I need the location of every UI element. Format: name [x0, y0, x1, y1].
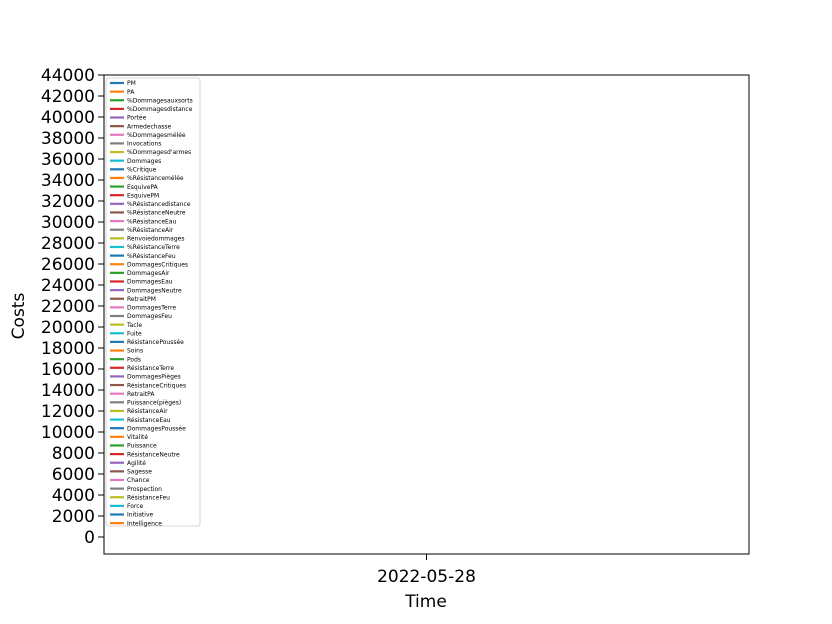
y-tick-label: 40000 — [41, 108, 95, 128]
legend-entry: RésistanceNeutre — [127, 451, 180, 458]
y-tick-label: 8000 — [52, 444, 95, 464]
legend-entry: Intelligence — [127, 520, 162, 527]
legend-box — [105, 77, 201, 527]
y-tick-label: 4000 — [52, 486, 95, 506]
y-tick-label: 36000 — [41, 150, 95, 170]
legend-entry: Agilité — [127, 460, 146, 467]
legend-entry: %Dommagesauxsorts — [127, 97, 193, 104]
legend-entry: Force — [127, 503, 144, 510]
y-tick-label: 42000 — [41, 87, 95, 107]
y-tick-label: 14000 — [41, 381, 95, 401]
y-axis-ticks: 0200040006000800010000120001400016000180… — [41, 66, 104, 548]
legend-entry: Prospection — [127, 486, 162, 493]
y-tick-label: 38000 — [41, 129, 95, 149]
legend-entry: DommagesCritiques — [127, 261, 188, 268]
y-tick-label: 26000 — [41, 255, 95, 275]
y-tick-label: 24000 — [41, 276, 95, 296]
y-tick-label: 44000 — [41, 66, 95, 86]
legend-entry: RésistanceFeu — [127, 494, 170, 501]
legend-entry: Soins — [127, 348, 143, 355]
legend-entry: DommagesNeutre — [127, 287, 182, 294]
y-tick-label: 22000 — [41, 297, 95, 317]
legend-entry: RetraitPA — [127, 391, 155, 398]
legend-entry: PM — [127, 80, 136, 87]
legend-entry: %RésistanceFeu — [127, 253, 176, 260]
y-axis-label: Costs — [9, 293, 29, 340]
y-tick-label: 6000 — [52, 465, 95, 485]
plot-background — [104, 75, 749, 554]
y-tick-label: 30000 — [41, 213, 95, 233]
legend-entry: EsquivePA — [127, 184, 159, 191]
x-axis-ticks: 2022-05-28 — [377, 554, 476, 587]
legend-entry: Fuite — [127, 330, 142, 337]
y-tick-label: 2000 — [52, 507, 95, 527]
legend-entry: Sagesse — [127, 469, 152, 476]
legend-entry: %RésistanceTerre — [127, 244, 180, 251]
legend: PM PA%Dommagesauxsorts %Dommagesdistance Po… — [105, 77, 201, 527]
legend-entry: Armedechasse — [127, 123, 172, 130]
legend-entry: %Résistancedistance — [127, 201, 191, 208]
legend-entry: Initiative — [127, 512, 154, 519]
legend-entry: %Dommagesd'armes — [127, 149, 191, 156]
legend-entry: %Dommagesdistance — [127, 106, 193, 113]
legend-entry: EsquivePM — [127, 192, 159, 199]
y-tick-label: 16000 — [41, 360, 95, 380]
legend-entry: Portée — [127, 115, 147, 122]
legend-entry: DommagesPoussée — [127, 425, 186, 432]
y-tick-label: 18000 — [41, 339, 95, 359]
legend-entry: RésistanceTerre — [127, 365, 174, 372]
legend-entry: %Résistancemélée — [127, 175, 184, 182]
legend-entry: Vitalité — [127, 434, 148, 441]
legend-entry: Puissance(pièges) — [127, 400, 181, 407]
legend-entry: Invocations — [127, 141, 161, 148]
legend-entry: %Dommagesmélée — [127, 132, 186, 139]
legend-entry: RésistanceCritiques — [127, 382, 186, 389]
legend-entry: Chance — [127, 477, 150, 484]
x-axis-label: Time — [404, 592, 447, 612]
y-tick-label: 32000 — [41, 192, 95, 212]
y-tick-label: 34000 — [41, 171, 95, 191]
legend-entry: PA — [127, 89, 135, 96]
legend-entry: DommagesPièges — [127, 374, 181, 381]
y-tick-label: 0 — [84, 528, 95, 548]
y-tick-label: 10000 — [41, 423, 95, 443]
legend-entry: %RésistanceEau — [127, 218, 177, 225]
plot-frame — [103, 74, 750, 555]
legend-entry: %RésistanceAir — [127, 227, 174, 234]
legend-entry: DommagesAir — [127, 270, 170, 277]
legend-entry: RésistanceEau — [127, 417, 171, 424]
legend-entry: Dommages — [127, 158, 161, 165]
legend-entry: %RésistanceNeutre — [127, 210, 186, 217]
legend-entry: DommagesEau — [127, 279, 173, 286]
legend-entry: Renvoiedommages — [127, 236, 184, 243]
legend-entry: Puissance — [127, 443, 157, 450]
y-tick-label: 28000 — [41, 234, 95, 254]
legend-entry: Tacle — [126, 322, 142, 329]
legend-entry: %Critique — [127, 167, 157, 174]
legend-entry: RésistanceAir — [127, 408, 168, 415]
y-tick-label: 12000 — [41, 402, 95, 422]
y-tick-label: 20000 — [41, 318, 95, 338]
legend-entry: RetraitPM — [127, 296, 156, 303]
legend-entry: DommagesFeu — [127, 313, 172, 320]
legend-entry: Pods — [127, 356, 141, 363]
legend-entry: RésistancePoussée — [127, 339, 184, 346]
x-tick-label: 2022-05-28 — [377, 567, 476, 587]
legend-entry: DommagesTerre — [127, 305, 176, 312]
